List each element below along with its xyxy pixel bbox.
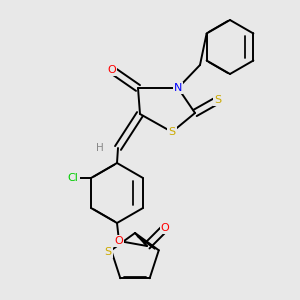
Text: O: O [108, 65, 116, 75]
Text: O: O [115, 236, 123, 246]
Text: O: O [160, 223, 169, 233]
Text: N: N [174, 83, 182, 93]
Text: Cl: Cl [68, 173, 79, 183]
Text: S: S [214, 95, 222, 105]
Text: S: S [105, 247, 112, 257]
Text: H: H [96, 143, 104, 153]
Text: S: S [168, 127, 175, 137]
